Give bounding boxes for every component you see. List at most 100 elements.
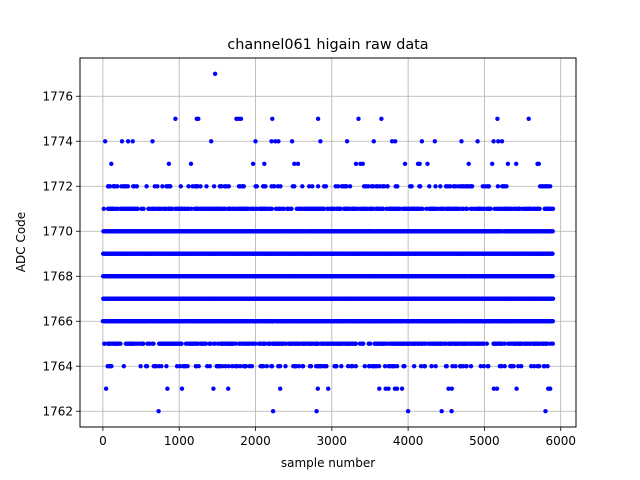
data-point	[397, 206, 402, 211]
y-tick-label: 1764	[42, 359, 73, 373]
data-point	[223, 364, 228, 369]
data-point	[511, 364, 516, 369]
data-point	[496, 139, 501, 144]
data-point	[278, 386, 283, 391]
data-point	[519, 364, 524, 369]
data-point	[243, 364, 249, 369]
data-point	[264, 364, 270, 369]
data-point	[295, 161, 301, 166]
data-point	[486, 364, 491, 369]
data-point	[278, 184, 283, 189]
data-point	[270, 409, 276, 414]
data-point	[380, 206, 386, 211]
data-point	[394, 386, 400, 391]
data-point	[459, 139, 464, 144]
data-point	[226, 364, 231, 369]
data-point	[155, 184, 160, 189]
y-tick-label: 1776	[42, 89, 73, 103]
data-point	[178, 184, 183, 189]
data-point	[277, 364, 283, 369]
data-point	[169, 206, 175, 211]
data-point	[156, 409, 161, 414]
data-point	[495, 184, 501, 189]
data-point	[537, 364, 542, 369]
data-point	[310, 184, 315, 189]
data-point	[542, 364, 547, 369]
data-point	[399, 386, 405, 391]
data-point	[486, 184, 492, 189]
x-ticks: 0 1000 2000 3000 4000 5000 6000	[99, 427, 576, 448]
data-point	[504, 184, 509, 189]
data-point	[253, 341, 258, 346]
data-point	[550, 319, 555, 324]
data-point	[276, 139, 281, 144]
data-point	[433, 184, 438, 189]
data-point	[405, 409, 411, 414]
data-point	[502, 364, 507, 369]
data-point	[178, 364, 183, 369]
data-point	[321, 206, 327, 211]
data-point	[402, 364, 407, 369]
data-point	[446, 386, 451, 391]
data-point	[165, 386, 170, 391]
data-point	[269, 206, 275, 211]
data-point	[119, 139, 125, 144]
data-point	[272, 184, 277, 189]
data-point	[101, 206, 107, 211]
data-point	[118, 341, 123, 346]
data-point	[481, 341, 486, 346]
data-point	[362, 364, 367, 369]
y-tick-label: 1772	[42, 179, 73, 193]
data-point	[203, 341, 209, 346]
data-point	[198, 184, 203, 189]
data-point	[300, 184, 305, 189]
data-point	[164, 364, 169, 369]
data-point	[138, 364, 143, 369]
x-tick-label: 5000	[469, 434, 500, 448]
data-point	[494, 386, 500, 391]
data-point	[212, 341, 217, 346]
data-point	[125, 139, 131, 144]
data-point	[250, 161, 256, 166]
data-point	[499, 139, 505, 144]
data-point	[356, 116, 361, 122]
data-point	[543, 409, 548, 414]
data-point	[281, 206, 286, 211]
data-point	[417, 161, 422, 166]
data-point	[478, 364, 483, 369]
data-point	[548, 184, 553, 189]
data-point	[226, 184, 231, 189]
data-point	[254, 184, 259, 189]
data-point	[296, 364, 302, 369]
data-point	[418, 364, 424, 369]
data-point	[449, 409, 454, 414]
data-point	[263, 184, 268, 189]
chart-title: channel061 higain raw data	[227, 37, 428, 53]
data-point	[326, 386, 331, 391]
data-point	[464, 206, 470, 211]
data-point	[490, 161, 495, 166]
data-point	[168, 184, 173, 189]
data-point	[371, 139, 376, 144]
data-point	[188, 161, 194, 166]
data-point	[314, 409, 319, 414]
y-tick-label: 1768	[42, 269, 73, 283]
data-point	[464, 364, 469, 369]
data-point	[381, 184, 387, 189]
data-point	[307, 184, 312, 189]
data-point	[211, 386, 216, 391]
data-point	[393, 139, 398, 144]
data-point	[292, 184, 297, 189]
data-point	[353, 364, 358, 369]
data-point	[196, 116, 201, 122]
data-point	[209, 139, 214, 144]
data-point	[121, 364, 127, 369]
data-point	[409, 184, 414, 189]
data-point	[395, 184, 400, 189]
data-point	[300, 364, 306, 369]
data-point	[219, 184, 224, 189]
data-point	[269, 139, 274, 144]
data-point	[488, 206, 493, 211]
data-point	[109, 364, 114, 369]
data-point	[389, 139, 395, 144]
